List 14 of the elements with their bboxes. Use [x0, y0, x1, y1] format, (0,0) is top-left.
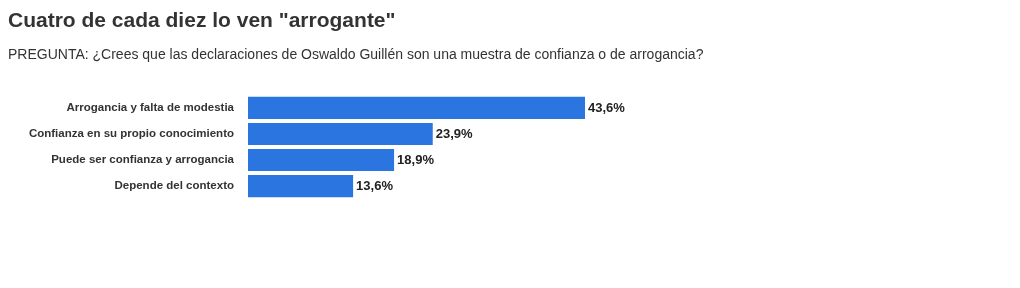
chart-subtitle: PREGUNTA: ¿Crees que las declaraciones de Oswaldo Guillén son una muestra de confianza o de arrogancia? [8, 46, 705, 64]
y-tick-label: Depende del contexto [114, 179, 234, 192]
data-label: 13,6% [356, 177, 394, 193]
data-label: 43,6% [588, 99, 626, 115]
bar [248, 148, 395, 172]
y-tick-label: Confianza en su propio conocimiento [28, 127, 234, 140]
bar [248, 175, 354, 198]
y-tick-label: Arrogancia y falta de modestia [66, 101, 235, 114]
data-label: 18,9% [397, 151, 435, 167]
bar [248, 122, 433, 146]
y-tick-label: Puede ser confianza y arrogancia [51, 153, 235, 166]
chart-title: Cuatro de cada diez lo ven "arrogante" [8, 8, 397, 33]
data-label: 23,9% [435, 125, 474, 141]
bar [248, 96, 585, 119]
